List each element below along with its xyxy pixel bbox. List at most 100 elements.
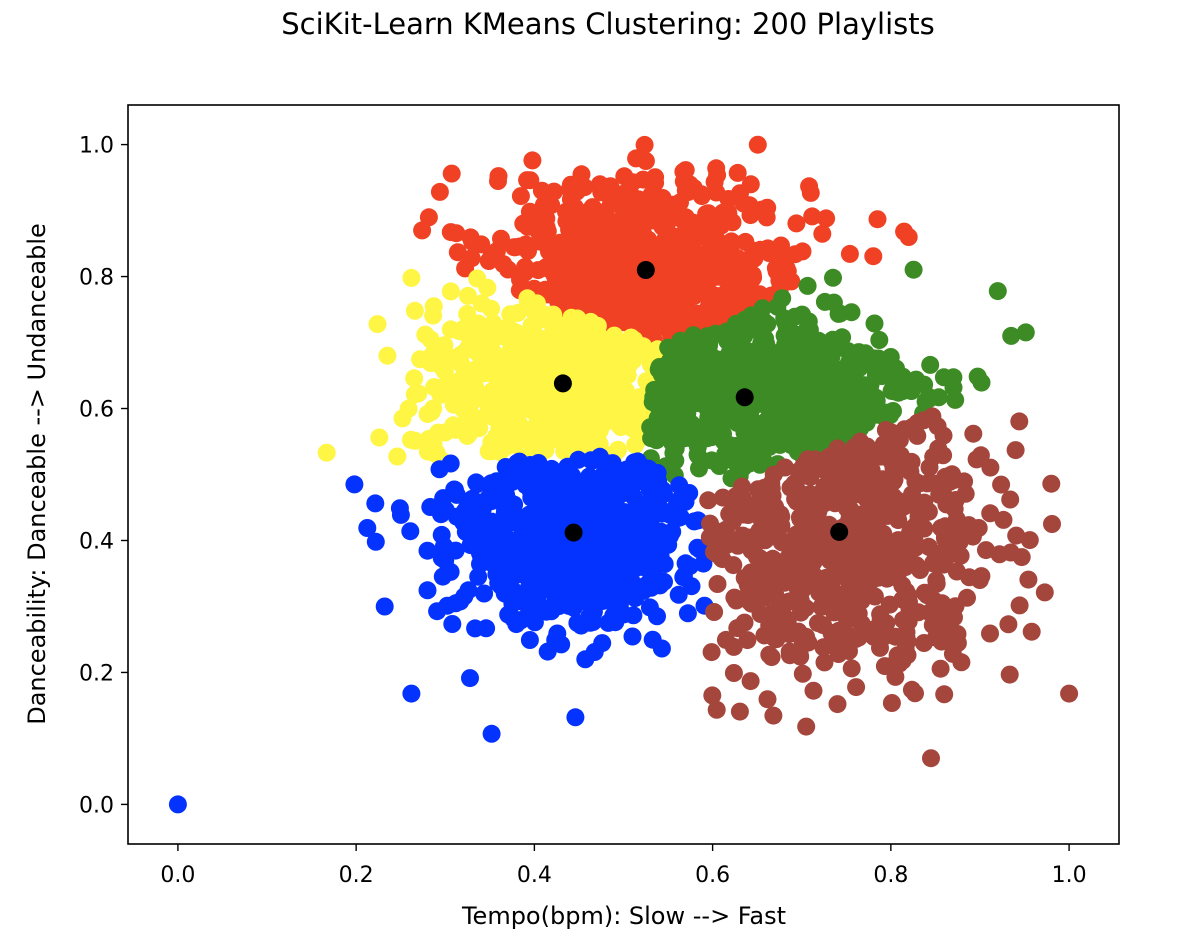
data-point xyxy=(668,494,687,512)
data-point xyxy=(454,400,473,419)
cluster-centroid xyxy=(553,374,572,393)
data-point xyxy=(968,367,987,386)
data-point xyxy=(635,135,654,154)
data-point xyxy=(707,159,726,178)
data-point xyxy=(698,229,716,248)
data-point xyxy=(814,578,833,597)
data-point xyxy=(707,545,726,564)
data-point xyxy=(699,264,718,283)
data-point xyxy=(534,330,553,348)
data-point xyxy=(813,224,832,243)
data-point xyxy=(375,597,394,616)
data-point xyxy=(923,616,942,634)
data-point xyxy=(660,352,679,371)
data-point xyxy=(435,336,454,355)
data-point xyxy=(413,221,432,240)
data-point xyxy=(988,282,1007,301)
data-point xyxy=(644,388,663,407)
data-point xyxy=(838,412,857,431)
data-point xyxy=(479,442,498,461)
data-point xyxy=(888,491,907,510)
data-point xyxy=(924,554,942,573)
data-point xyxy=(547,581,566,600)
data-point xyxy=(740,453,759,472)
data-point xyxy=(799,568,818,587)
data-point xyxy=(927,571,946,590)
data-point xyxy=(602,592,621,611)
y-tick-label: 1.0 xyxy=(79,134,114,159)
data-point xyxy=(489,172,507,190)
data-point xyxy=(668,372,687,391)
data-point xyxy=(948,634,967,652)
data-point xyxy=(657,427,676,446)
data-point xyxy=(824,268,842,287)
data-point xyxy=(1007,526,1026,545)
data-point xyxy=(583,409,602,428)
data-point xyxy=(480,358,499,377)
data-point xyxy=(358,519,377,537)
data-point xyxy=(1000,665,1019,684)
data-point xyxy=(885,548,904,567)
data-point xyxy=(455,502,474,521)
data-point xyxy=(537,257,556,276)
data-point xyxy=(725,330,744,349)
data-point xyxy=(946,390,965,409)
data-point xyxy=(751,316,770,335)
data-point xyxy=(705,173,724,191)
data-point xyxy=(484,343,503,362)
data-point xyxy=(502,321,521,340)
data-point xyxy=(566,564,585,583)
data-point xyxy=(790,483,809,502)
data-point xyxy=(522,551,541,570)
data-point xyxy=(897,628,916,647)
data-point xyxy=(523,347,541,366)
data-point xyxy=(444,416,463,435)
data-point xyxy=(478,278,497,297)
data-point xyxy=(505,238,523,257)
data-point xyxy=(821,488,840,507)
x-tick-label: 0.0 xyxy=(160,863,195,888)
data-point xyxy=(791,603,810,622)
data-point xyxy=(402,684,421,703)
data-point xyxy=(682,354,701,373)
data-point xyxy=(833,328,852,347)
data-point xyxy=(776,458,794,477)
data-point xyxy=(815,408,834,426)
data-point xyxy=(642,276,661,295)
data-point xyxy=(780,642,799,661)
data-point xyxy=(642,491,661,510)
data-point xyxy=(662,314,681,333)
data-point xyxy=(840,244,859,263)
data-point xyxy=(468,475,487,493)
data-point xyxy=(956,484,975,503)
data-point xyxy=(368,315,387,334)
data-point xyxy=(345,475,364,494)
data-point xyxy=(405,369,424,388)
data-point xyxy=(627,149,646,168)
data-point xyxy=(777,318,796,337)
data-point xyxy=(405,301,424,320)
data-point xyxy=(644,469,663,488)
data-point xyxy=(614,194,633,213)
data-point xyxy=(425,378,444,397)
data-point xyxy=(457,418,476,437)
data-point xyxy=(981,624,999,643)
data-point xyxy=(648,607,666,626)
data-point xyxy=(590,516,609,534)
data-point xyxy=(558,396,577,415)
data-point xyxy=(685,286,704,305)
data-point xyxy=(424,297,443,316)
data-point xyxy=(787,214,806,233)
data-point xyxy=(388,447,407,466)
data-point xyxy=(521,203,540,222)
data-point xyxy=(576,290,595,309)
data-point xyxy=(640,296,659,315)
data-point xyxy=(418,541,437,560)
data-point xyxy=(531,418,550,436)
data-point xyxy=(716,520,735,539)
data-point xyxy=(485,329,503,348)
data-point xyxy=(576,339,595,358)
cluster-centroid xyxy=(636,261,655,279)
data-point xyxy=(583,198,602,217)
